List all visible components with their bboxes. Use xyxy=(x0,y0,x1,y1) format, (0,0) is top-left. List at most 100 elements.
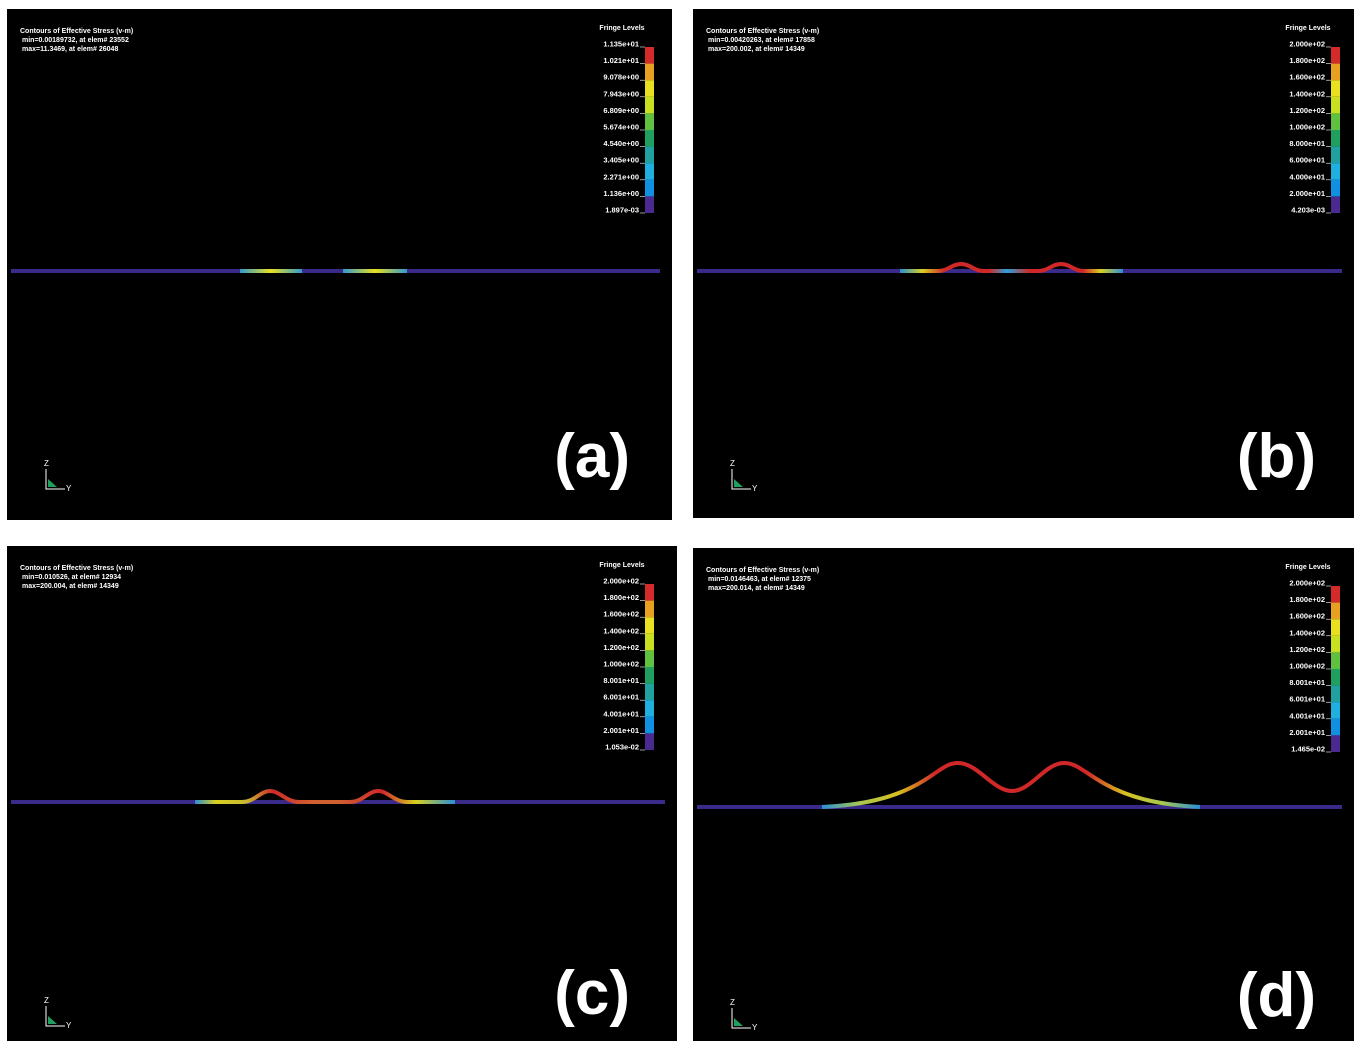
fringe-level: 1.600e+02 xyxy=(1289,73,1325,82)
fringe-level: 1.200e+02 xyxy=(1289,106,1325,115)
fringe-title: Fringe Levels xyxy=(1285,25,1330,32)
fringe-level: 1.400e+02 xyxy=(603,626,639,635)
panel-label: (a) xyxy=(554,422,630,491)
fringe-level: 3.405e+00 xyxy=(603,156,639,165)
fringe-level: 2.271e+00 xyxy=(603,172,639,181)
axis-y: Y xyxy=(66,1021,72,1030)
panel: Contours of Effective Stress (v-m) min=0.… xyxy=(693,9,1354,518)
axis-y: Y xyxy=(752,1023,758,1032)
color-bar xyxy=(645,634,654,651)
axis-y: Y xyxy=(752,484,758,493)
color-bar xyxy=(1331,669,1340,686)
color-bar xyxy=(1331,196,1340,213)
fringe-level: 1.400e+02 xyxy=(1289,89,1325,98)
axis-triad-fill xyxy=(734,1018,743,1026)
fringe-level: 6.000e+01 xyxy=(1289,156,1325,165)
header-line: Contours of Effective Stress (v-m) xyxy=(20,28,133,35)
header-line: Contours of Effective Stress (v-m) xyxy=(706,28,819,35)
axis-z: Z xyxy=(730,998,735,1007)
axis-triad-fill xyxy=(48,479,57,487)
color-bar xyxy=(645,650,654,667)
deformed-beam xyxy=(195,791,455,802)
header-line: min=0.00420263, at elem# 17858 xyxy=(708,37,815,44)
color-bar xyxy=(1331,64,1340,81)
color-bar xyxy=(645,601,654,618)
header-line: Contours of Effective Stress (v-m) xyxy=(706,567,819,574)
color-bar xyxy=(645,64,654,81)
axis-z: Z xyxy=(730,459,735,468)
fringe-level: 2.000e+01 xyxy=(1289,189,1325,198)
deformed-beam xyxy=(822,763,1200,807)
color-bar xyxy=(645,147,654,164)
color-bar xyxy=(645,130,654,147)
color-bar xyxy=(645,717,654,734)
fringe-level: 1.800e+02 xyxy=(1289,56,1325,65)
color-bar xyxy=(1331,113,1340,130)
color-bar xyxy=(1331,719,1340,736)
fringe-level: 1.000e+02 xyxy=(603,660,639,669)
fringe-level: 1.135e+01 xyxy=(603,40,639,49)
color-bar xyxy=(1331,163,1340,180)
color-bar xyxy=(645,163,654,180)
panel: Contours of Effective Stress (v-m) min=0.… xyxy=(7,9,672,520)
fringe-level: 1.136e+00 xyxy=(603,189,639,198)
fringe-title: Fringe Levels xyxy=(599,25,644,32)
header-line: Contours of Effective Stress (v-m) xyxy=(20,565,133,572)
fringe-level: 1.897e-03 xyxy=(605,206,639,215)
fringe-level: 4.001e+01 xyxy=(1289,711,1325,720)
color-bar xyxy=(1331,47,1340,64)
fringe-level: 5.674e+00 xyxy=(603,123,639,132)
color-bar xyxy=(645,180,654,197)
fringe-level: 8.000e+01 xyxy=(1289,139,1325,148)
fringe-level: 6.001e+01 xyxy=(1289,695,1325,704)
color-bar xyxy=(645,584,654,601)
color-bar xyxy=(1331,652,1340,669)
fringe-level: 2.000e+02 xyxy=(1289,579,1325,588)
color-bar xyxy=(1331,130,1340,147)
panel-label: (d) xyxy=(1237,961,1316,1030)
axis-z: Z xyxy=(44,996,49,1005)
fringe-level: 1.400e+02 xyxy=(1289,628,1325,637)
fringe-level: 2.001e+01 xyxy=(603,726,639,735)
panel: Contours of Effective Stress (v-m)min=0.… xyxy=(693,548,1354,1041)
color-bar xyxy=(1331,603,1340,620)
fringe-level: 7.943e+00 xyxy=(603,89,639,98)
fringe-level: 4.000e+01 xyxy=(1289,172,1325,181)
color-bar xyxy=(645,733,654,750)
fringe-level: 4.203e-03 xyxy=(1291,206,1325,215)
color-bar xyxy=(1331,586,1340,603)
color-bar xyxy=(645,700,654,717)
color-bar xyxy=(1331,97,1340,114)
header-line: max=11.3469, at elem# 26048 xyxy=(22,46,118,53)
panel-label: (b) xyxy=(1237,422,1316,491)
fringe-level: 4.540e+00 xyxy=(603,139,639,148)
fringe-level: 2.000e+02 xyxy=(1289,40,1325,49)
deformed-beam xyxy=(900,264,1123,271)
color-bar xyxy=(645,47,654,64)
fringe-level: 6.001e+01 xyxy=(603,693,639,702)
fringe-level: 2.000e+02 xyxy=(603,577,639,586)
fringe-level: 1.000e+02 xyxy=(1289,123,1325,132)
color-bar xyxy=(645,667,654,684)
fringe-level: 2.001e+01 xyxy=(1289,728,1325,737)
fringe-level: 1.800e+02 xyxy=(1289,595,1325,604)
panel-label: (c) xyxy=(554,959,630,1028)
color-bar xyxy=(645,196,654,213)
fringe-level: 9.078e+00 xyxy=(603,73,639,82)
color-bar xyxy=(645,684,654,701)
header-line: min=0.00189732, at elem# 23552 xyxy=(22,37,129,44)
color-bar xyxy=(1331,619,1340,636)
axis-y: Y xyxy=(66,484,72,493)
axis-z: Z xyxy=(44,459,49,468)
color-bar xyxy=(1331,180,1340,197)
color-bar xyxy=(1331,735,1340,752)
color-bar xyxy=(1331,636,1340,653)
color-bar xyxy=(645,80,654,97)
header-line: max=200.002, at elem# 14349 xyxy=(708,46,805,53)
axis-triad-fill xyxy=(48,1016,57,1024)
fringe-level: 1.600e+02 xyxy=(1289,612,1325,621)
header-line: min=0.010526, at elem# 12934 xyxy=(22,574,121,581)
color-bar xyxy=(1331,702,1340,719)
fringe-title: Fringe Levels xyxy=(599,562,644,569)
header-line: max=200.004, at elem# 14349 xyxy=(22,583,119,590)
